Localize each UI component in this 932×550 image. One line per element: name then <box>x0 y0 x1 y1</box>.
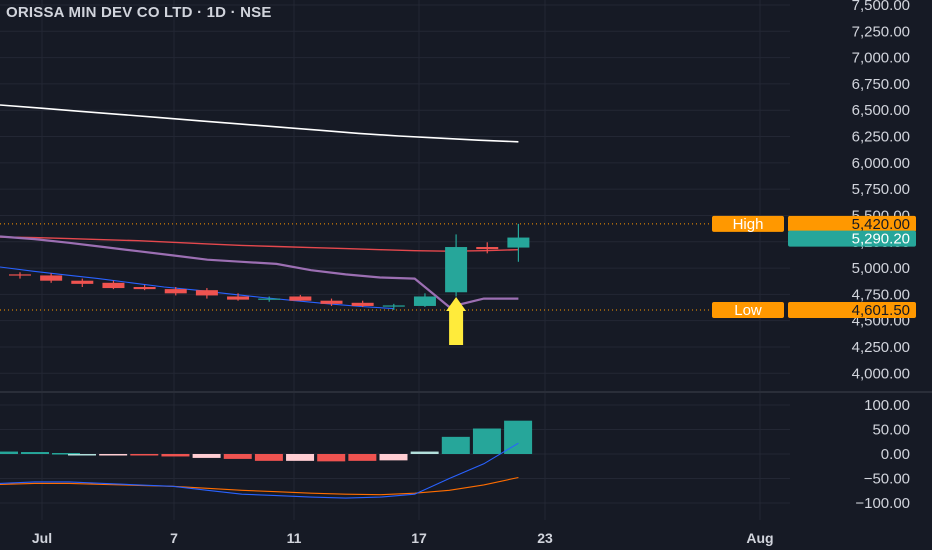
candle-body <box>102 283 124 288</box>
candle-body <box>196 290 218 295</box>
chart-title: ORISSA MIN DEV CO LTD · 1D · NSE <box>6 4 272 21</box>
y-tick-label: 7,000.00 <box>852 50 910 67</box>
x-tick-label: 7 <box>170 530 178 546</box>
y-tick-label: 4,750.00 <box>852 286 910 303</box>
histogram-bar <box>21 452 49 454</box>
candle-body <box>289 296 311 300</box>
candle-body <box>476 247 498 249</box>
candle-body <box>134 287 156 289</box>
x-tick-label: 23 <box>537 530 553 546</box>
histogram-bar <box>473 429 501 454</box>
y-tick-label: 7,500.00 <box>852 0 910 14</box>
histogram-bar <box>286 454 314 461</box>
histogram-bar <box>161 454 189 456</box>
price-tag-label: Low <box>734 302 762 319</box>
y-tick-label: 6,500.00 <box>852 102 910 119</box>
candle-body <box>321 301 343 304</box>
x-tick-label: Aug <box>746 530 773 546</box>
histogram-bar <box>380 454 408 460</box>
y-tick-label: −100.00 <box>855 495 910 512</box>
histogram-bar <box>0 452 18 454</box>
y-tick-label: 6,000.00 <box>852 155 910 172</box>
y-tick-label: −50.00 <box>864 471 910 488</box>
candle-body <box>40 275 62 280</box>
y-tick-label: 6,750.00 <box>852 76 910 93</box>
x-tick-label: 11 <box>287 530 302 546</box>
candle-body <box>445 247 467 292</box>
histogram-bar <box>442 437 470 454</box>
macd-line <box>0 443 518 498</box>
candle-body <box>383 305 405 306</box>
y-tick-label: 4,250.00 <box>852 339 910 356</box>
y-tick-label: 7,250.00 <box>852 23 910 40</box>
candle-body <box>71 281 93 284</box>
y-tick-label: 4,000.00 <box>852 365 910 382</box>
price-tag-value: 4,601.50 <box>852 302 910 319</box>
candle-body <box>165 289 187 293</box>
y-tick-label: 100.00 <box>864 397 910 414</box>
candle-body <box>258 299 280 300</box>
histogram-bar <box>411 452 439 454</box>
candle-body <box>227 296 249 299</box>
candle-body <box>507 238 529 248</box>
x-tick-label: Jul <box>32 530 52 546</box>
price-tag-label: High <box>733 216 764 233</box>
histogram-bar <box>99 454 127 456</box>
x-tick-label: 17 <box>411 530 427 546</box>
y-tick-label: 5,750.00 <box>852 181 910 198</box>
candle-body <box>352 303 374 306</box>
histogram-bar <box>193 454 221 458</box>
signal-line <box>0 478 518 495</box>
price-tag-value: 5,290.20 <box>852 231 910 248</box>
ma-line-purple <box>0 237 518 308</box>
y-tick-label: 0.00 <box>881 446 910 463</box>
histogram-bar <box>255 454 283 461</box>
histogram-bar <box>130 454 158 456</box>
histogram-bar <box>68 454 96 456</box>
y-tick-label: 6,250.00 <box>852 129 910 146</box>
candle-body <box>9 274 31 275</box>
y-tick-label: 5,000.00 <box>852 260 910 277</box>
histogram-bar <box>317 454 345 461</box>
histogram-bar <box>224 454 252 459</box>
candle-body <box>414 296 436 305</box>
y-tick-label: 50.00 <box>872 422 910 439</box>
histogram-bar <box>348 454 376 461</box>
